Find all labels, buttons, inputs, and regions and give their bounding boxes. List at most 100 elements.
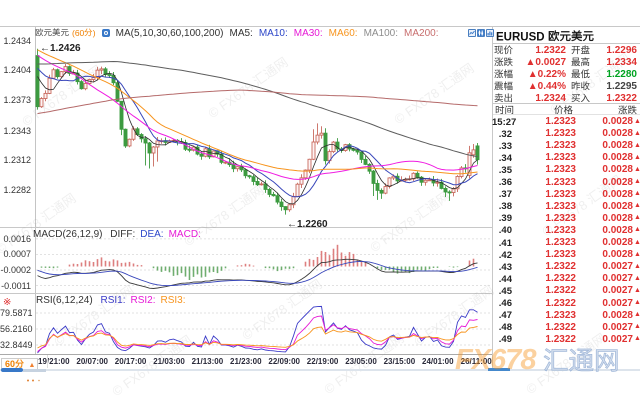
time-axis-label: 21/03:00	[153, 356, 185, 366]
trade-row[interactable]: 15:27 1.2323 0.0028 ▲	[492, 116, 640, 128]
candle	[359, 151, 364, 160]
ma-line-ma100	[37, 60, 478, 158]
trade-price: 1.2323	[545, 116, 576, 127]
candle	[235, 166, 240, 170]
trade-row[interactable]: .34 1.2323 0.0028 ▲	[493, 152, 640, 164]
candle	[51, 69, 56, 79]
candle	[315, 134, 320, 143]
candle	[59, 71, 64, 78]
trade-row[interactable]: .44 1.2322 0.0027 ▲	[493, 273, 640, 285]
trade-row[interactable]: .49 1.2322 0.0027 ▲	[493, 334, 640, 346]
trade-row[interactable]: .43 1.2322 0.0027 ▲	[493, 261, 640, 273]
trade-row[interactable]: .35 1.2323 0.0028 ▲	[493, 164, 640, 176]
trade-row[interactable]: .33 1.2323 0.0028 ▲	[493, 140, 640, 152]
candle	[147, 142, 152, 154]
trade-time: .44	[498, 273, 512, 285]
trade-row[interactable]: .36 1.2323 0.0028 ▲	[493, 177, 640, 189]
chart-scrollbar-segment[interactable]	[23, 368, 46, 381]
macd-legend: MACD(26,12,9) DIFF: DEA: MACD:	[33, 229, 206, 240]
candle	[467, 152, 472, 176]
rsi-chart[interactable]	[0, 293, 492, 354]
quote-value: 1.2334	[606, 57, 637, 68]
ma-line-ma5	[37, 71, 478, 205]
trade-direction-icon: ▲	[634, 323, 640, 331]
macd-chart[interactable]	[0, 227, 492, 293]
ma-legend-item: MA60:	[328, 28, 358, 39]
candle	[279, 201, 284, 208]
candlestick-icon[interactable]	[477, 29, 485, 37]
trade-price: 1.2322	[545, 261, 576, 273]
trade-price: 1.2323	[545, 237, 576, 248]
trade-direction-icon: ▲	[634, 286, 640, 294]
fx678-logo: FX678	[455, 344, 536, 376]
trade-time: .34	[498, 152, 512, 164]
trade-row[interactable]: .41 1.2323 0.0028 ▲	[493, 237, 640, 249]
candle	[423, 179, 428, 183]
trade-change: 0.0027	[602, 297, 633, 309]
trade-change: 0.0028	[602, 128, 633, 140]
trade-row[interactable]: .47 1.2323 0.0028 ▲	[493, 310, 640, 322]
trade-row[interactable]: .38 1.2323 0.0028 ▲	[493, 201, 640, 213]
trade-time: .35	[498, 164, 512, 176]
diagonal-watermark: © FX678	[0, 191, 79, 257]
ma-line-ma60	[37, 49, 478, 175]
bar-chart-icon[interactable]	[486, 29, 494, 37]
line-chart-icon[interactable]	[468, 29, 476, 37]
price-axis-label: 1.2343	[3, 125, 31, 136]
macd-axis-label: -0.0002	[0, 264, 31, 275]
candle	[119, 100, 124, 130]
list-header-cell	[607, 105, 637, 117]
candle	[259, 183, 264, 186]
trade-row[interactable]: .45 1.2322 0.0027 ▲	[493, 285, 640, 297]
trade-change: 0.0028	[602, 152, 633, 164]
trade-row[interactable]: .37 1.2323 0.0028 ▲	[493, 189, 640, 201]
scrollbar-right-chip[interactable]	[488, 368, 510, 371]
candlestick-chart[interactable]	[0, 26, 492, 227]
trade-time: .48	[498, 322, 512, 334]
candle	[283, 206, 288, 211]
candle	[471, 149, 476, 156]
quote-value: 1.2295	[606, 81, 637, 92]
trade-row[interactable]: .48 1.2322 0.0027 ▲	[493, 322, 640, 334]
chart-scrollbar-thumb[interactable]	[1, 368, 23, 380]
trade-time: .41	[498, 237, 512, 249]
trade-change: 0.0028	[602, 237, 633, 248]
trade-price: 1.2322	[545, 285, 576, 297]
trade-direction-icon: ▲	[634, 141, 640, 149]
diagonal-watermark: © FX678	[181, 183, 267, 249]
trade-price: 1.2322	[545, 321, 576, 333]
huitong-logo	[543, 347, 620, 379]
trade-price: 1.2322	[545, 273, 576, 285]
diagonal-watermark: © FX678	[391, 61, 477, 127]
trade-row[interactable]: .42 1.2323 0.0028 ▲	[493, 249, 640, 261]
trade-change: 0.0028	[602, 116, 633, 127]
quote-value: 1.2322	[606, 93, 637, 104]
candle	[151, 146, 156, 154]
candle	[99, 68, 104, 71]
candle	[107, 74, 112, 76]
chart-scrollbar-track[interactable]	[0, 369, 640, 371]
candle	[415, 172, 420, 178]
trade-row[interactable]: .46 1.2322 0.0027 ▲	[493, 298, 640, 310]
list-header-separator	[493, 114, 640, 115]
trade-direction-icon: ▲	[634, 190, 640, 198]
candle	[271, 193, 276, 197]
trade-price: 1.2323	[545, 309, 576, 321]
trade-direction-icon: ▲	[634, 250, 640, 258]
trade-row[interactable]: .40 1.2323 0.0028 ▲	[493, 225, 640, 237]
ma-group-label: MA(5,10,30,60,100,200)	[115, 28, 224, 39]
price-axis-label: 1.2373	[3, 94, 31, 105]
trade-row[interactable]: .32 1.2323 0.0028 ▲	[493, 128, 640, 140]
trade-row[interactable]: .39 1.2323 0.0028 ▲	[493, 213, 640, 225]
candle	[307, 158, 312, 171]
candle	[383, 186, 388, 194]
diagonal-watermark: © FX678	[109, 333, 195, 399]
trade-time: .45	[498, 285, 512, 297]
trade-change: 0.0027	[602, 273, 633, 285]
candle	[319, 132, 324, 136]
candle	[135, 128, 140, 135]
gear-icon[interactable]	[101, 29, 110, 37]
trade-direction-icon: ▲	[634, 262, 640, 270]
instrument-period: (60)	[72, 28, 96, 38]
chart-legend: (60) MA(5,10,30,60,100,200) MA5: MA10: MA30:…	[35, 28, 445, 39]
